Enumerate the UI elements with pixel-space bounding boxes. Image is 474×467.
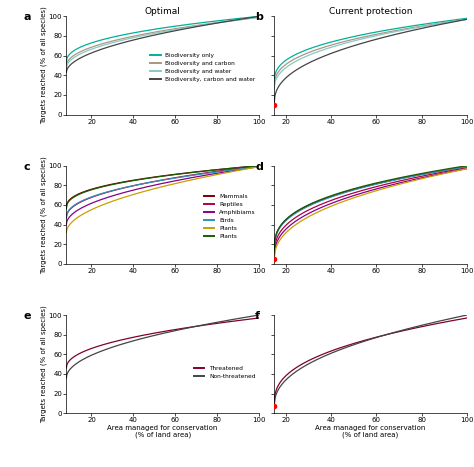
Y-axis label: Targets reached (% of all species): Targets reached (% of all species) bbox=[41, 305, 47, 423]
Text: e: e bbox=[24, 311, 31, 321]
Legend: Biodiversity only, Biodiversity and carbon, Biodiversity and water, Biodiversity: Biodiversity only, Biodiversity and carb… bbox=[148, 50, 258, 84]
Text: f: f bbox=[255, 311, 260, 321]
X-axis label: Area managed for conservation
(% of land area): Area managed for conservation (% of land… bbox=[315, 425, 426, 439]
Text: b: b bbox=[255, 13, 263, 22]
Legend: Mammals, Reptiles, Amphibiams, Birds, Plants, Plants: Mammals, Reptiles, Amphibiams, Birds, Pl… bbox=[201, 191, 258, 241]
Y-axis label: Targets reached (% of all species): Targets reached (% of all species) bbox=[41, 156, 47, 274]
X-axis label: Area managed for conservation
(% of land area): Area managed for conservation (% of land… bbox=[108, 425, 218, 439]
Text: c: c bbox=[24, 162, 31, 172]
Text: d: d bbox=[255, 162, 263, 172]
Legend: Threatened, Non-threatened: Threatened, Non-threatened bbox=[191, 363, 258, 381]
Y-axis label: Targets reached (% of all species): Targets reached (% of all species) bbox=[41, 7, 47, 124]
Title: Optimal: Optimal bbox=[145, 7, 181, 15]
Title: Current protection: Current protection bbox=[329, 7, 412, 15]
Text: a: a bbox=[24, 13, 31, 22]
